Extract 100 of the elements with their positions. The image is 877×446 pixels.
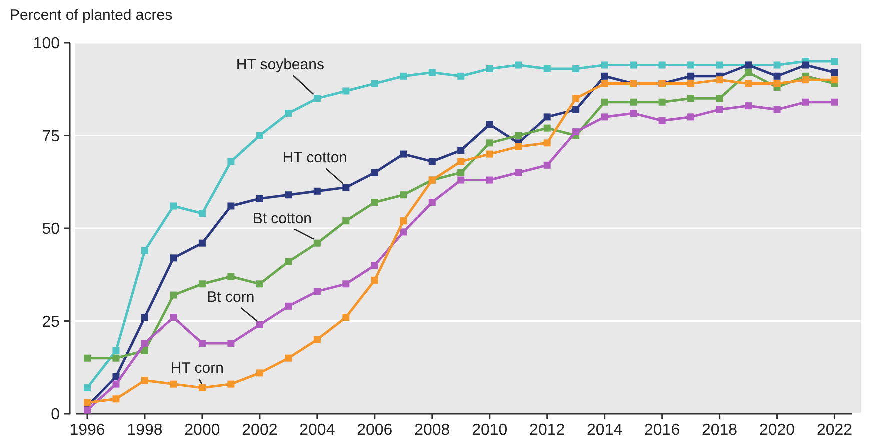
point [228, 380, 235, 388]
point [572, 65, 580, 72]
point [84, 354, 91, 362]
point [802, 76, 810, 84]
point [198, 384, 206, 392]
point [486, 176, 494, 184]
point [774, 72, 781, 80]
point [256, 321, 264, 328]
point [688, 72, 695, 80]
point [601, 62, 608, 69]
point [774, 80, 781, 88]
point [458, 147, 465, 154]
point [285, 302, 292, 310]
series-label: Bt cotton [252, 210, 312, 228]
x-tick-label: 1996 [70, 422, 106, 439]
series-label: HT soybeans [236, 56, 324, 74]
point [486, 65, 494, 72]
point [515, 62, 522, 69]
point [170, 202, 178, 210]
point [256, 280, 264, 288]
x-tick-label: 2020 [759, 422, 796, 439]
y-tick-label: 0 [51, 406, 60, 424]
point [630, 62, 638, 69]
x-tick-label: 2002 [242, 422, 278, 439]
y-axis-title: Percent of planted acres [10, 7, 173, 24]
series-label: HT cotton [282, 150, 348, 167]
point [112, 373, 120, 380]
x-tick-label: 2012 [530, 422, 566, 439]
point [774, 62, 781, 69]
point [658, 62, 666, 69]
point [831, 58, 838, 66]
point [802, 98, 810, 106]
point [688, 62, 695, 69]
series-label: Bt corn [207, 288, 255, 306]
x-tick-label: 2022 [816, 422, 853, 439]
point [774, 106, 781, 114]
point [688, 80, 695, 88]
point [745, 69, 752, 76]
point [400, 150, 408, 158]
point [141, 247, 148, 254]
point [198, 240, 206, 247]
point [141, 377, 148, 384]
point [371, 262, 378, 270]
point [601, 98, 608, 106]
point [112, 354, 120, 362]
point [228, 158, 235, 166]
point [228, 273, 235, 280]
point [486, 140, 494, 147]
point [716, 95, 724, 102]
point [198, 340, 206, 348]
point [658, 98, 666, 106]
point [141, 314, 148, 322]
point [630, 98, 638, 106]
point [84, 384, 91, 392]
point [544, 114, 551, 121]
point [198, 210, 206, 218]
point [400, 218, 408, 225]
point [716, 106, 724, 114]
point [486, 121, 494, 128]
point [371, 276, 378, 284]
point [745, 102, 752, 110]
point [458, 169, 465, 176]
point [170, 254, 178, 262]
point [400, 72, 408, 80]
y-tick-label: 25 [42, 314, 60, 331]
point [458, 176, 465, 184]
x-tick-label: 1998 [127, 422, 163, 439]
x-tick-label: 2018 [702, 422, 738, 439]
x-tick-label: 2000 [184, 422, 220, 439]
point [342, 314, 350, 322]
point [314, 188, 321, 195]
point [371, 199, 378, 206]
point [342, 218, 350, 225]
point [170, 314, 178, 322]
x-tick-label: 2004 [300, 422, 336, 439]
y-tick-label: 100 [33, 36, 60, 53]
point [400, 228, 408, 236]
point [572, 106, 580, 114]
x-tick-label: 2006 [357, 422, 393, 439]
point [831, 98, 838, 106]
series-label: HT corn [170, 360, 224, 378]
x-tick-label: 2014 [587, 422, 623, 439]
point [314, 240, 321, 247]
point [572, 128, 580, 136]
point [314, 288, 321, 296]
point [228, 202, 235, 210]
point [400, 192, 408, 199]
point [371, 169, 378, 176]
point [112, 380, 120, 388]
point [342, 88, 350, 95]
point [141, 340, 148, 348]
point [170, 380, 178, 388]
point [458, 72, 465, 80]
point [285, 110, 292, 117]
point [371, 80, 378, 88]
point [515, 143, 522, 150]
point [141, 347, 148, 354]
point [544, 140, 551, 147]
point [658, 117, 666, 124]
point [630, 110, 638, 117]
